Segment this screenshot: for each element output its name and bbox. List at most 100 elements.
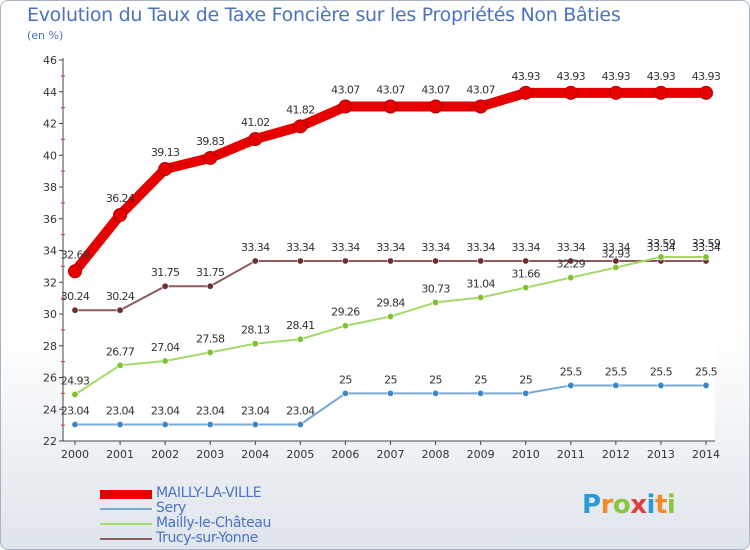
logo-letter: t — [654, 490, 667, 520]
data-label: 25.5 — [695, 365, 718, 378]
y-tick-label: 44 — [43, 86, 57, 99]
data-point — [113, 207, 128, 222]
data-point — [612, 381, 620, 389]
legend-swatch — [100, 523, 152, 525]
data-label: 32.93 — [602, 247, 631, 260]
data-point — [296, 335, 304, 343]
data-point — [386, 389, 394, 397]
data-point — [386, 313, 394, 321]
data-point — [296, 257, 304, 265]
x-tick-label: 2005 — [286, 448, 314, 461]
data-point — [71, 390, 79, 398]
data-point — [161, 420, 169, 428]
logo-letter: i — [666, 490, 676, 520]
data-point — [251, 257, 259, 265]
legend-swatch — [100, 538, 152, 540]
data-point — [473, 99, 488, 114]
data-point — [702, 253, 710, 261]
data-point — [161, 357, 169, 365]
data-label: 23.04 — [286, 404, 315, 417]
data-point — [567, 274, 575, 282]
data-label: 33.34 — [602, 241, 631, 254]
data-point — [653, 85, 668, 100]
data-point — [68, 264, 82, 279]
data-label: 30.24 — [61, 290, 90, 303]
data-point — [293, 119, 308, 134]
data-label: 23.04 — [106, 404, 135, 417]
data-point — [203, 150, 218, 165]
x-tick-label: 2003 — [196, 448, 224, 461]
y-tick-label: 28 — [43, 340, 57, 353]
data-point — [386, 257, 394, 265]
data-label: 23.04 — [196, 404, 225, 417]
data-point — [657, 253, 665, 261]
data-label: 33.34 — [421, 241, 450, 254]
data-label: 25.5 — [605, 365, 628, 378]
data-label: 43.07 — [421, 84, 450, 97]
data-label: 43.93 — [647, 70, 676, 83]
x-tick-label: 2007 — [377, 448, 405, 461]
legend-label: MAILLY-LA-VILLE — [156, 485, 262, 501]
x-tick-label: 2008 — [422, 448, 450, 461]
data-label: 31.66 — [511, 268, 540, 281]
data-point — [158, 162, 173, 177]
logo-letter: r — [600, 490, 614, 520]
data-label: 33.59 — [692, 237, 721, 250]
data-label: 32.29 — [557, 258, 586, 271]
y-tick-label: 40 — [43, 149, 57, 162]
data-label: 23.04 — [61, 404, 90, 417]
data-point — [116, 361, 124, 369]
x-tick-label: 2000 — [61, 448, 89, 461]
y-tick-label: 46 — [43, 54, 57, 67]
data-label: 24.93 — [61, 374, 90, 387]
x-tick-label: 2010 — [512, 448, 540, 461]
data-label: 25 — [519, 373, 532, 386]
legend-label: Sery — [156, 500, 186, 516]
data-point — [699, 85, 713, 100]
data-label: 43.93 — [692, 70, 721, 83]
data-label: 30.24 — [106, 290, 135, 303]
data-label: 31.75 — [196, 266, 225, 279]
logo-letter: i — [646, 490, 656, 520]
data-label: 33.34 — [557, 241, 586, 254]
y-tick-label: 38 — [43, 181, 57, 194]
logo-letter: P — [582, 490, 601, 520]
y-tick-label: 22 — [43, 435, 57, 448]
logo-letter: x — [630, 490, 647, 520]
y-tick-label: 36 — [43, 213, 57, 226]
x-tick-label: 2001 — [106, 448, 134, 461]
x-tick-label: 2012 — [602, 448, 630, 461]
chart-legend: MAILLY-LA-VILLE Sery Mailly-le-Château Truc… — [100, 485, 360, 546]
x-tick-label: 2013 — [647, 448, 675, 461]
x-tick-label: 2006 — [331, 448, 359, 461]
data-point — [432, 389, 440, 397]
legend-item: MAILLY-LA-VILLE — [100, 485, 360, 501]
legend-label: Trucy-sur-Yonne — [156, 530, 258, 546]
x-tick-label: 2014 — [692, 448, 720, 461]
data-label: 43.07 — [466, 84, 495, 97]
data-point — [341, 257, 349, 265]
y-tick-label: 24 — [43, 403, 57, 416]
legend-label: Mailly-le-Château — [156, 515, 271, 531]
data-point — [206, 420, 214, 428]
proxiti-logo: Proxiti — [582, 490, 676, 520]
data-label: 43.93 — [557, 70, 586, 83]
data-label: 27.04 — [151, 341, 180, 354]
data-point — [251, 420, 259, 428]
data-point — [206, 348, 214, 356]
data-label: 41.02 — [241, 116, 270, 129]
legend-swatch — [100, 508, 152, 510]
y-tick-label: 26 — [43, 372, 57, 385]
data-point — [567, 257, 575, 265]
data-label: 36.24 — [106, 192, 135, 205]
data-label: 33.34 — [466, 241, 495, 254]
legend-item: Sery — [100, 500, 360, 516]
chart-title: Evolution du Taux de Taxe Foncière sur l… — [27, 4, 621, 26]
data-label: 43.93 — [602, 70, 631, 83]
x-tick-label: 2004 — [241, 448, 269, 461]
data-point — [702, 381, 710, 389]
data-label: 23.04 — [151, 404, 180, 417]
data-label: 28.41 — [286, 319, 315, 332]
data-label: 23.04 — [241, 404, 270, 417]
